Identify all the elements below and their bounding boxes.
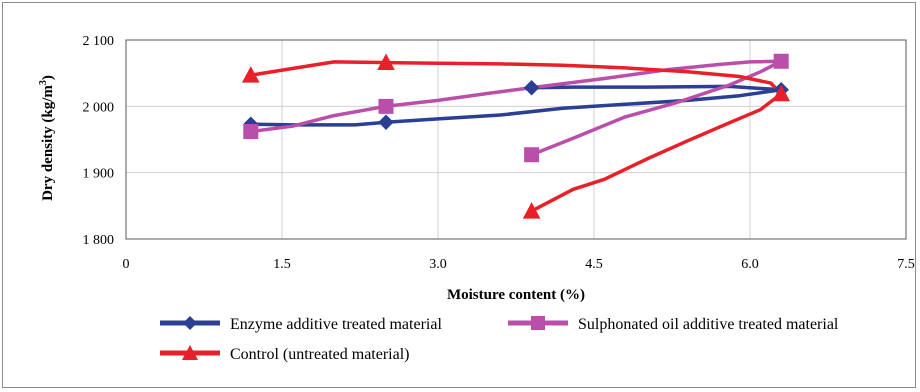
data-point-control — [241, 66, 260, 83]
series-line-control — [249, 60, 783, 213]
series-line-sulphonated-oil — [249, 59, 783, 157]
x-tick-label: 6.0 — [741, 257, 759, 272]
x-axis-title: Moisture content (%) — [447, 287, 585, 303]
legend: Enzyme additive treated material Sulphon… — [160, 316, 839, 363]
y-tick-label: 2 100 — [83, 34, 115, 49]
data-point-sulphonated-oil — [773, 53, 789, 69]
plot-area-border — [125, 39, 907, 240]
legend-item-enzyme: Enzyme additive treated material — [160, 316, 442, 333]
legend-label-control: Control (untreated material) — [230, 346, 409, 363]
legend-marker-control — [182, 345, 198, 360]
y-axis-title-superscript: 3 — [38, 80, 49, 85]
data-point-sulphonated-oil — [243, 124, 259, 140]
legend-label-sulphonated-oil: Sulphonated oil additive treated materia… — [578, 316, 839, 333]
legend-item-sulphonated-oil: Sulphonated oil additive treated materia… — [508, 316, 839, 333]
data-point-control — [772, 84, 791, 102]
series-line-enzyme — [249, 84, 783, 127]
legend-marker-sulphonated-oil — [531, 316, 545, 330]
y-axis-title: Dry density (kg/m3) — [38, 75, 56, 201]
legend-item-control: Control (untreated material) — [160, 345, 409, 363]
markers — [241, 53, 791, 219]
y-tick-labels: 1 800 1 900 2 000 2 100 — [83, 34, 115, 248]
x-tick-label: 7.5 — [897, 257, 915, 272]
y-axis-title-end: ) — [40, 75, 56, 80]
x-tick-label: 4.5 — [585, 257, 603, 272]
x-tick-label: 0 — [123, 257, 130, 272]
data-point-control — [377, 53, 395, 71]
legend-label-enzyme: Enzyme additive treated material — [230, 316, 442, 333]
y-tick-label: 2 000 — [83, 100, 115, 115]
data-point-enzyme — [378, 114, 394, 130]
x-tick-label: 1.5 — [273, 257, 291, 272]
data-point-enzyme — [523, 80, 540, 96]
x-tick-labels: 0 1.5 3.0 4.5 6.0 7.5 — [123, 257, 915, 272]
grid — [126, 40, 906, 239]
series — [249, 59, 783, 213]
data-point-control — [522, 202, 541, 219]
y-tick-label: 1 800 — [83, 233, 115, 248]
data-point-sulphonated-oil — [524, 147, 540, 163]
data-point-sulphonated-oil — [378, 98, 394, 114]
chart-frame — [2, 2, 916, 388]
y-tick-label: 1 900 — [83, 167, 115, 182]
legend-marker-enzyme — [183, 316, 197, 330]
x-tick-label: 3.0 — [429, 257, 447, 272]
